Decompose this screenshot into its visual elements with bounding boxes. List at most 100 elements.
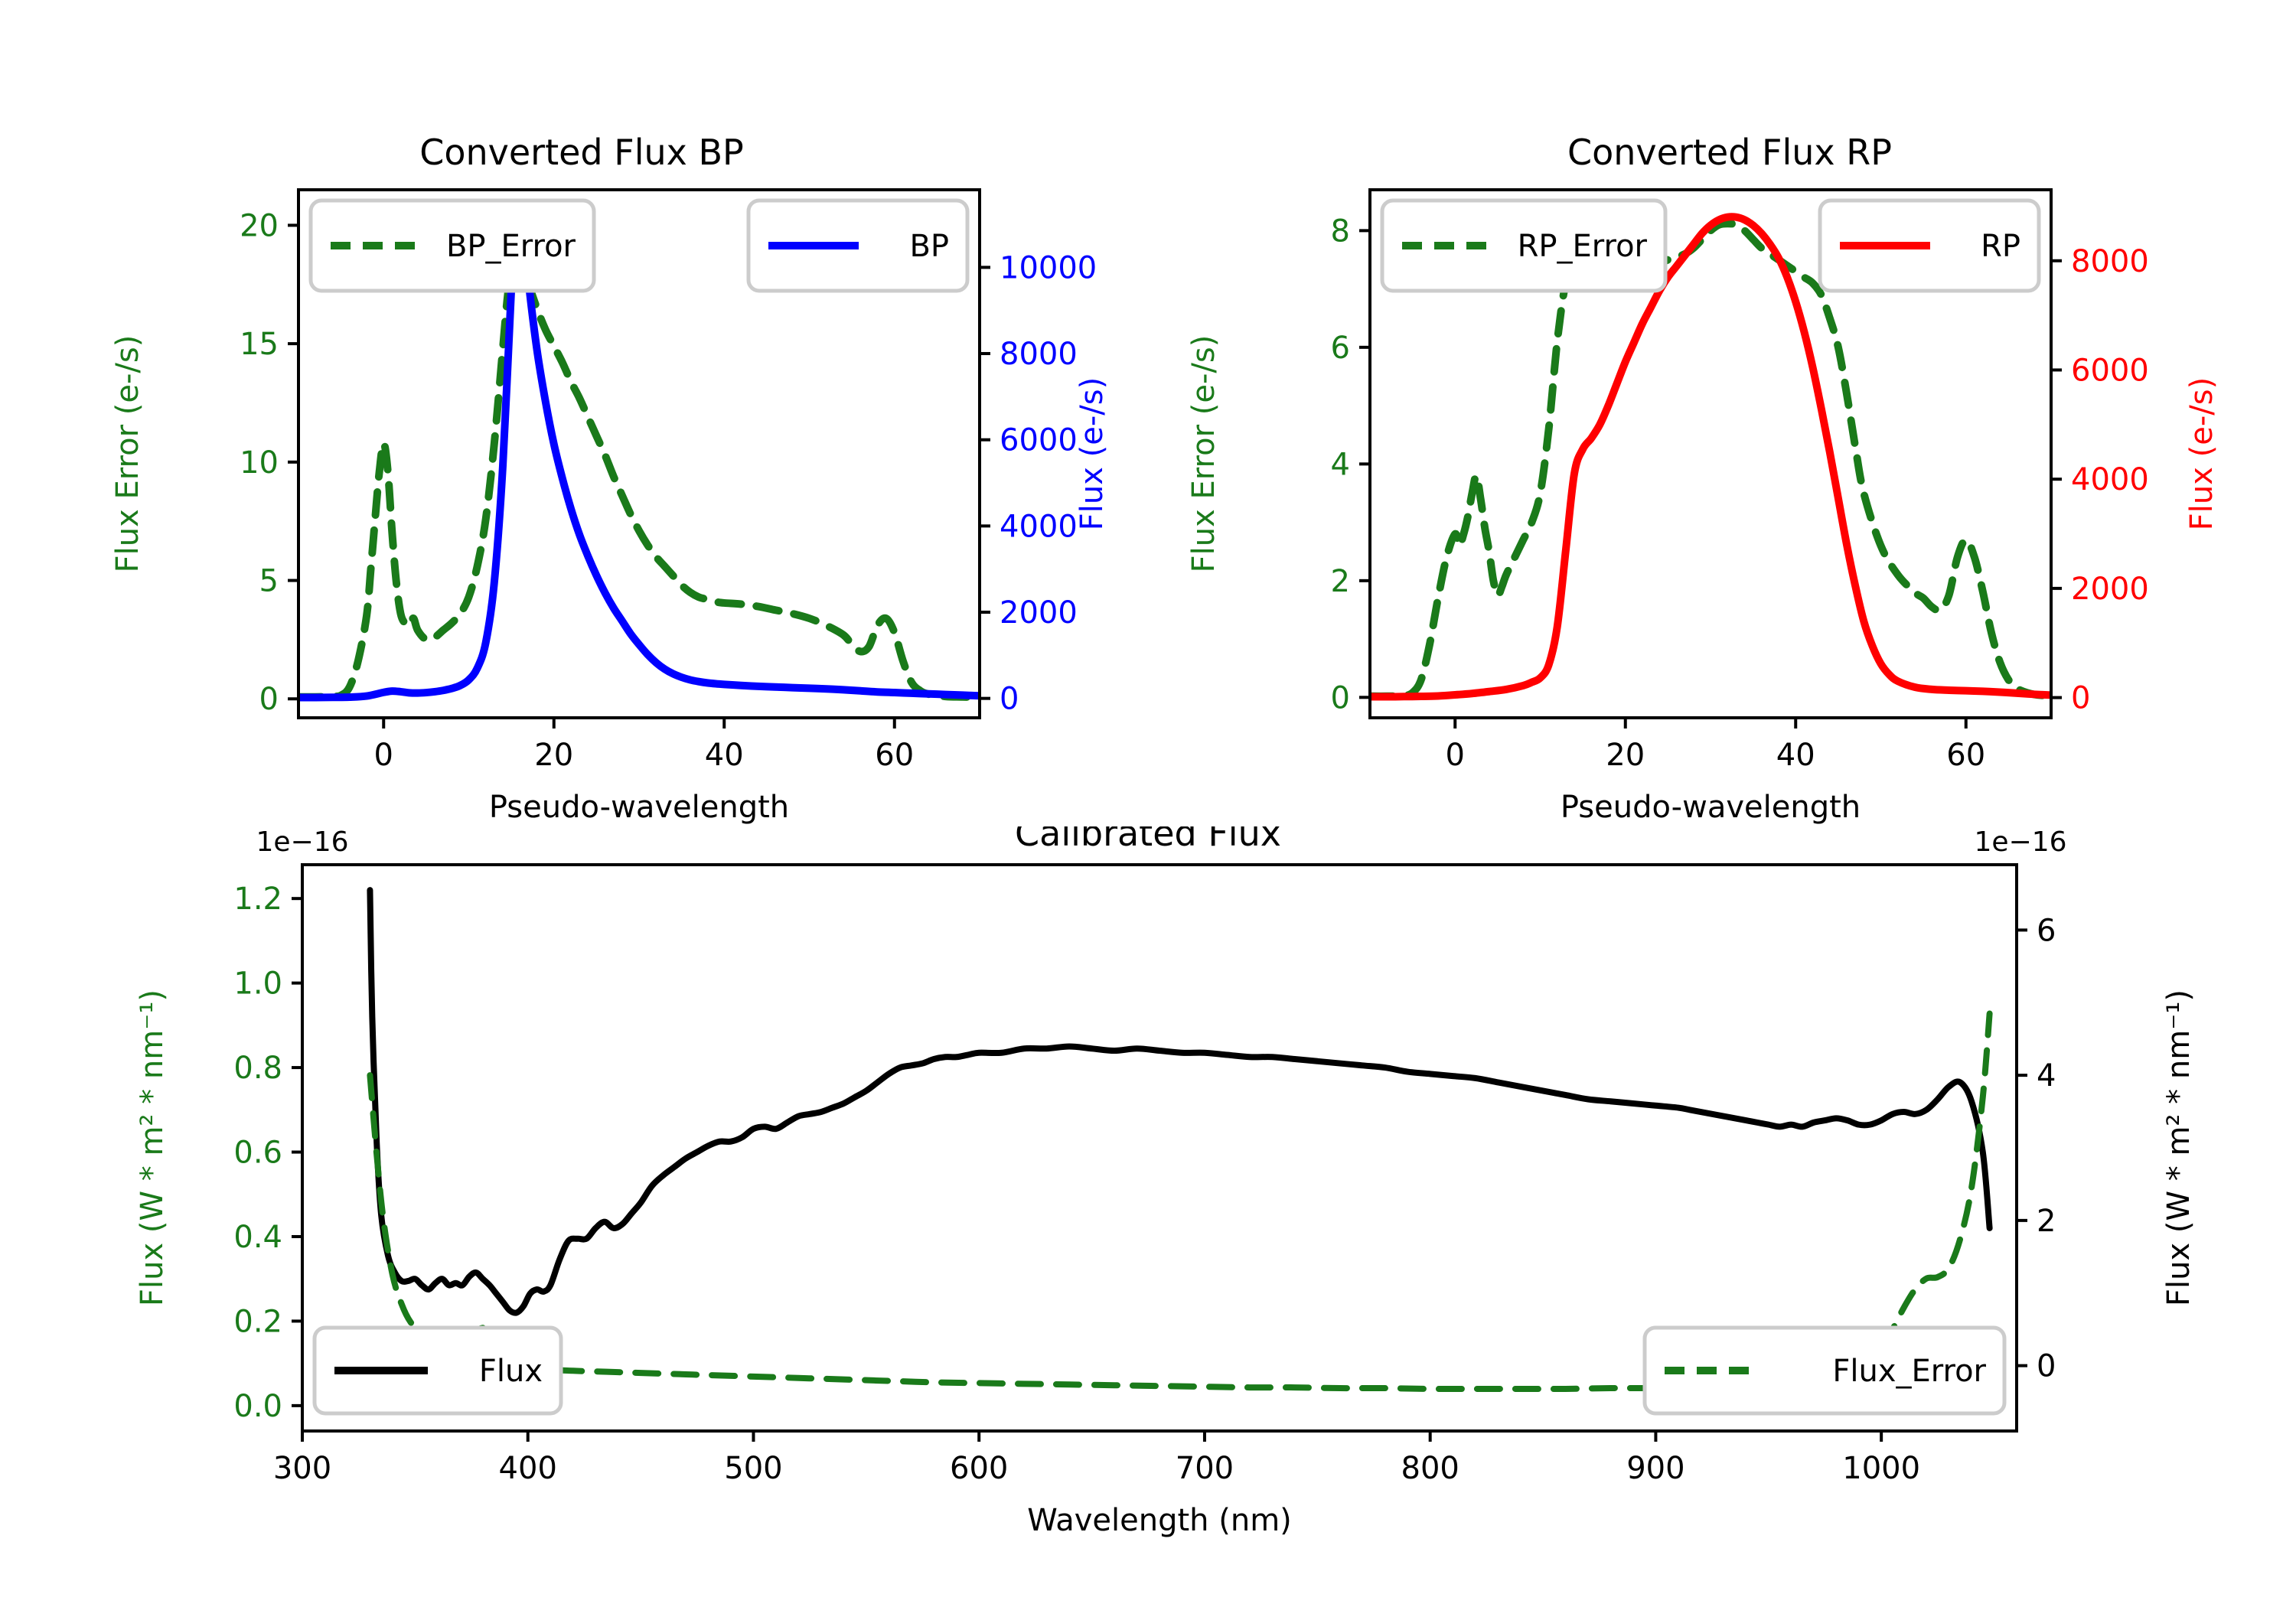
- right-y-tick-label: 0: [2071, 681, 2090, 716]
- cal-left-y-axis: 0.0 0.2 0.4 0.6 0.8 1.0 1.2 Flux (W * m² * nm⁻¹…: [135, 882, 302, 1424]
- left-y-tick-label: 0.4: [233, 1220, 282, 1255]
- cal-right-y-axis: 0 2 4 6 Flux (W * m² * nm⁻¹): [2017, 913, 2197, 1384]
- rp-series-group: [1370, 213, 2051, 701]
- calibrated-plot-area: 300 400 500 600 700 800 900 1000 Wavelength (nm)…: [135, 863, 2197, 1538]
- bp-plot-area: 0 20 40 60 Pseudo-wavelength 0 5 10 15 20 Flux Err…: [110, 188, 1110, 825]
- left-y-tick-label: 5: [259, 564, 279, 599]
- rp-error-legend[interactable]: RP_Error: [1380, 198, 1668, 293]
- calibrated-panel-title: Calibrated Flux: [1015, 826, 1281, 854]
- left-y-tick-label: 10: [240, 445, 279, 481]
- series-rp: [1370, 213, 2051, 701]
- left-y-tick-label: 0.0: [233, 1389, 282, 1424]
- left-y-tick-label: 0.6: [233, 1136, 282, 1171]
- rp-legend[interactable]: RP: [1818, 198, 2041, 293]
- bp-error-legend[interactable]: BP_Error: [308, 198, 596, 293]
- x-tick-label: 60: [875, 738, 914, 773]
- rp-right-y-axis-label: Flux (e-/s): [2184, 377, 2219, 530]
- left-y-tick-label: 8: [1331, 214, 1350, 249]
- rp-right-y-axis: 0 2000 4000 6000 8000 Flux (e-/s): [2051, 244, 2219, 716]
- left-y-tick-label: 2: [1331, 564, 1350, 599]
- right-y-tick-label: 8000: [1000, 337, 1078, 372]
- x-tick-label: 600: [950, 1451, 1008, 1486]
- flux-error-legend-label: Flux_Error: [1832, 1354, 1986, 1389]
- x-tick-label: 40: [1776, 738, 1815, 773]
- rp-left-y-axis: 0 2 4 6 8 Flux Error (e-/s): [1186, 214, 1370, 715]
- x-tick-label: 700: [1176, 1451, 1234, 1486]
- bp-right-y-axis: 0 2000 4000 6000 8000 10000 Flux (e-/s): [980, 250, 1110, 717]
- right-y-tick-label: 2000: [2071, 572, 2149, 607]
- left-y-tick-label: 1.2: [233, 882, 282, 917]
- x-tick-label: 900: [1626, 1451, 1684, 1486]
- right-y-tick-label: 6000: [2071, 353, 2149, 388]
- bp-axes-frame: [297, 188, 981, 719]
- cal-series-group: [367, 887, 1993, 1393]
- right-y-tick-label: 8000: [2071, 244, 2149, 279]
- right-y-tick-label: 10000: [1000, 250, 1097, 285]
- left-y-tick-label: 0.2: [233, 1304, 282, 1339]
- right-y-tick-label: 2000: [1000, 595, 1078, 631]
- rp-left-y-axis-label: Flux Error (e-/s): [1186, 335, 1221, 573]
- panel-converted-flux-bp: Converted Flux BP 0 20 40 60 Pseudo-waveleng…: [110, 132, 1110, 825]
- right-y-tick-label: 2: [2037, 1204, 2056, 1239]
- left-y-tick-label: 4: [1331, 447, 1350, 482]
- left-y-tick-label: 0: [259, 682, 279, 717]
- left-axis-offset-exponent: 1e−16: [256, 826, 348, 858]
- flux-legend-label: Flux: [479, 1354, 543, 1389]
- bp-legend[interactable]: BP: [746, 198, 970, 293]
- rp-axes-frame: [1368, 188, 2053, 719]
- rp-panel-title: Converted Flux RP: [1567, 132, 1892, 173]
- rp-plot-area: 0 20 40 60 Pseudo-wavelength 0 2 4 6 8 Flux Error …: [1186, 188, 2219, 825]
- cal-x-axis: 300 400 500 600 700 800 900 1000 Wavelength (nm): [273, 1431, 1920, 1538]
- bp-series-group: [298, 207, 980, 702]
- bp-x-axis: 0 20 40 60 Pseudo-wavelength: [374, 718, 914, 825]
- right-y-tick-label: 4: [2037, 1058, 2056, 1094]
- flux-error-legend[interactable]: Flux_Error: [1642, 1325, 2007, 1416]
- flux-legend-box: [312, 1325, 563, 1416]
- rp-x-axis-label: Pseudo-wavelength: [1561, 790, 1861, 825]
- right-y-tick-label: 4000: [1000, 509, 1078, 544]
- bp-x-axis-label: Pseudo-wavelength: [489, 790, 789, 825]
- cal-x-axis-label: Wavelength (nm): [1027, 1503, 1292, 1538]
- right-y-tick-label: 6: [2037, 913, 2056, 948]
- cal-left-y-axis-label: Flux (W * m² * nm⁻¹): [135, 989, 170, 1306]
- left-y-tick-label: 0.8: [233, 1051, 282, 1086]
- cal-axes-frame: [301, 863, 2018, 1433]
- x-tick-label: 20: [1606, 738, 1645, 773]
- series-bp-error: [298, 235, 980, 702]
- x-tick-label: 0: [1446, 738, 1465, 773]
- x-tick-label: 500: [724, 1451, 782, 1486]
- rp-legend-label: RP: [1981, 229, 2020, 264]
- panel-calibrated-flux: Calibrated Flux 1e−16 1e−16 300 400 500 600…: [135, 826, 2197, 1538]
- rp-x-axis: 0 20 40 60 Pseudo-wavelength: [1446, 718, 1985, 825]
- x-tick-label: 300: [273, 1451, 331, 1486]
- bp-right-y-axis-label: Flux (e-/s): [1075, 377, 1110, 530]
- bp-error-legend-label: BP_Error: [446, 229, 576, 264]
- x-tick-label: 20: [534, 738, 573, 773]
- right-y-tick-label: 6000: [1000, 423, 1078, 458]
- left-y-tick-label: 1.0: [233, 966, 282, 1002]
- left-y-tick-label: 0: [1331, 680, 1350, 715]
- series-flux: [367, 887, 1993, 1316]
- flux-legend[interactable]: Flux: [312, 1325, 563, 1416]
- rp-error-legend-box: [1380, 198, 1668, 293]
- bp-legend-label: BP: [909, 229, 949, 264]
- x-tick-label: 60: [1946, 738, 1985, 773]
- bp-panel-title: Converted Flux BP: [419, 132, 744, 173]
- right-y-tick-label: 4000: [2071, 462, 2149, 497]
- flux-error-legend-box: [1642, 1325, 2007, 1416]
- panel-converted-flux-rp: Converted Flux RP 0 20 40 60Pseudo-waveleng…: [1186, 132, 2219, 825]
- right-y-tick-label: 0: [1000, 682, 1019, 717]
- left-y-tick-label: 20: [240, 208, 279, 243]
- right-y-tick-label: 0: [2037, 1349, 2056, 1384]
- left-y-tick-label: 6: [1331, 331, 1350, 366]
- right-axis-offset-exponent: 1e−16: [1974, 826, 2066, 858]
- series-bp: [298, 207, 980, 702]
- x-tick-label: 40: [705, 738, 744, 773]
- x-tick-label: 1000: [1842, 1451, 1920, 1486]
- series-rp-error: [1370, 220, 2051, 700]
- cal-right-y-axis-label: Flux (W * m² * nm⁻¹): [2161, 989, 2197, 1306]
- rp-error-legend-label: RP_Error: [1518, 229, 1648, 264]
- x-tick-label: 400: [499, 1451, 557, 1486]
- x-tick-label: 800: [1401, 1451, 1459, 1486]
